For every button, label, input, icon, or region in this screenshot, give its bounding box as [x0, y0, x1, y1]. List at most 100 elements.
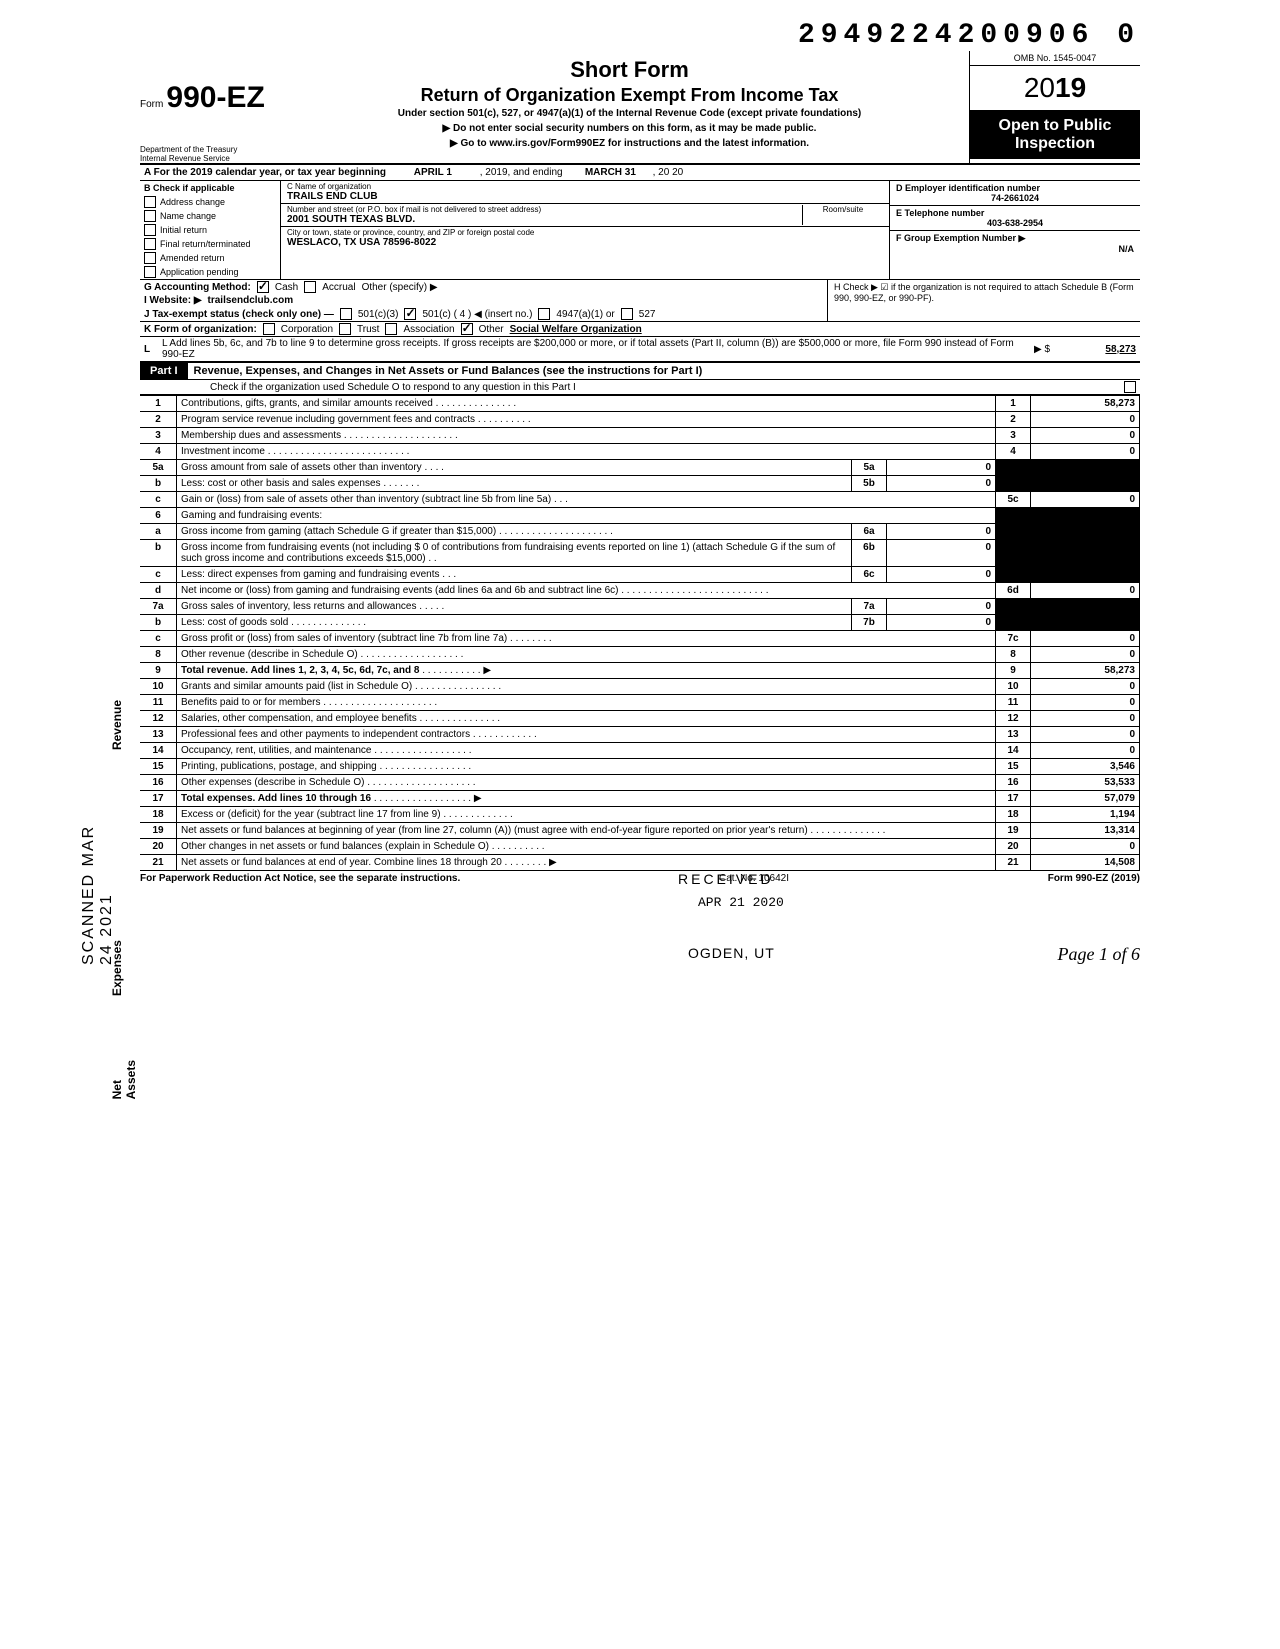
paperwork-notice: For Paperwork Reduction Act Notice, see …: [140, 873, 460, 884]
section-def: D Employer identification number 74-2661…: [890, 181, 1140, 279]
dept-treasury: Department of the Treasury Internal Reve…: [140, 145, 290, 163]
line-16-amount: 53,533: [1031, 775, 1140, 791]
check-cash[interactable]: [257, 281, 269, 293]
check-4947[interactable]: [538, 308, 550, 320]
line-a-suffix: , 20 20: [653, 167, 684, 178]
stamp-ogden: OGDEN, UT: [680, 940, 783, 968]
side-netassets: Net Assets: [110, 1060, 138, 1099]
part-1-header: Part I Revenue, Expenses, and Changes in…: [140, 362, 1140, 380]
line-l: L L Add lines 5b, 6c, and 7b to line 9 t…: [140, 337, 1140, 362]
line-11-amount: 0: [1031, 695, 1140, 711]
check-final-return[interactable]: Final return/terminated: [140, 237, 280, 251]
line-7c-amount: 0: [1031, 631, 1140, 647]
check-name-change[interactable]: Name change: [140, 209, 280, 223]
group-exemption-label: F Group Exemption Number ▶: [896, 233, 1134, 244]
street-address: 2001 SOUTH TEXAS BLVD.: [287, 214, 802, 225]
year-block: OMB No. 1545-0047 2019 Open to Public In…: [969, 51, 1140, 163]
revenue-table: 1Contributions, gifts, grants, and simil…: [140, 395, 1140, 871]
website-notice: ▶ Go to www.irs.gov/Form990EZ for instru…: [300, 138, 959, 149]
line-19-amount: 13,314: [1031, 823, 1140, 839]
k-label: K Form of organization:: [144, 324, 257, 335]
line-k: K Form of organization: Corporation Trus…: [140, 322, 1140, 337]
line-i: I Website: ▶ trailsendclub.com: [140, 294, 827, 307]
line-21-amount: 14,508: [1031, 855, 1140, 871]
j-label: J Tax-exempt status (check only one) —: [144, 309, 334, 320]
part-1-title: Revenue, Expenses, and Changes in Net As…: [188, 363, 709, 379]
line-13-amount: 0: [1031, 727, 1140, 743]
tax-year-begin: APRIL 1: [414, 167, 452, 178]
return-title: Return of Organization Exempt From Incom…: [300, 85, 959, 106]
line-8-amount: 0: [1031, 647, 1140, 663]
org-name: TRAILS END CLUB: [287, 191, 883, 202]
city-label: City or town, state or province, country…: [287, 228, 883, 237]
phone-label: E Telephone number: [896, 208, 1134, 218]
title-block: Short Form Return of Organization Exempt…: [290, 51, 969, 163]
form-number: 990-EZ: [166, 81, 264, 114]
side-revenue: Revenue: [110, 700, 124, 750]
line-a: A For the 2019 calendar year, or tax yea…: [140, 165, 1140, 181]
stamp-date: APR 21 2020: [690, 890, 792, 916]
form-word: Form: [140, 99, 163, 110]
l-value: 58,273: [1056, 344, 1136, 355]
line-5b-amount: 0: [887, 476, 996, 492]
line-h: H Check ▶ ☑ if the organization is not r…: [827, 280, 1140, 321]
line-6d-amount: 0: [1031, 583, 1140, 599]
line-15-amount: 3,546: [1031, 759, 1140, 775]
page-footer: For Paperwork Reduction Act Notice, see …: [140, 871, 1140, 884]
addr-label: Number and street (or P.O. box if mail i…: [287, 205, 802, 214]
section-b-header: B Check if applicable: [140, 181, 280, 195]
line-6b-amount: 0: [887, 540, 996, 567]
room-suite: Room/suite: [802, 205, 883, 225]
check-initial-return[interactable]: Initial return: [140, 223, 280, 237]
check-527[interactable]: [621, 308, 633, 320]
line-17-amount: 57,079: [1031, 791, 1140, 807]
check-corporation[interactable]: [263, 323, 275, 335]
tax-year: 2019: [970, 66, 1140, 111]
omb-number: OMB No. 1545-0047: [970, 51, 1140, 66]
part-1-label: Part I: [140, 363, 188, 379]
check-association[interactable]: [385, 323, 397, 335]
open-public-badge: Open to Public Inspection: [970, 111, 1140, 159]
check-address-change[interactable]: Address change: [140, 195, 280, 209]
line-5c-amount: 0: [1031, 492, 1140, 508]
ein-value: 74-2661024: [896, 193, 1134, 203]
org-name-label: C Name of organization: [287, 182, 883, 191]
line-10-amount: 0: [1031, 679, 1140, 695]
line-2-amount: 0: [1031, 412, 1140, 428]
tax-year-end: MARCH 31: [585, 167, 636, 178]
line-20-amount: 0: [1031, 839, 1140, 855]
subtitle: Under section 501(c), 527, or 4947(a)(1)…: [300, 108, 959, 119]
website-value: trailsendclub.com: [208, 295, 294, 306]
line-a-prefix: A For the 2019 calendar year, or tax yea…: [144, 167, 386, 178]
phone-value: 403-638-2954: [896, 218, 1134, 228]
check-accrual[interactable]: [304, 281, 316, 293]
section-c: C Name of organization TRAILS END CLUB N…: [281, 181, 890, 279]
line-g: G Accounting Method: Cash Accrual Other …: [140, 280, 827, 294]
check-schedule-o[interactable]: [1124, 381, 1136, 393]
group-exemption-value: N/A: [896, 244, 1134, 254]
city-state-zip: WESLACO, TX USA 78596-8022: [287, 237, 883, 248]
l-text: L Add lines 5b, 6c, and 7b to line 9 to …: [162, 338, 1028, 360]
line-5a-amount: 0: [887, 460, 996, 476]
check-501c[interactable]: [404, 308, 416, 320]
line-18-amount: 1,194: [1031, 807, 1140, 823]
line-4-amount: 0: [1031, 444, 1140, 460]
check-application-pending[interactable]: Application pending: [140, 265, 280, 279]
check-trust[interactable]: [339, 323, 351, 335]
g-label: G Accounting Method:: [144, 282, 251, 293]
line-7a-amount: 0: [887, 599, 996, 615]
line-1-amount: 58,273: [1031, 396, 1140, 412]
check-other-org[interactable]: [461, 323, 473, 335]
form-footer: Form 990-EZ (2019): [1048, 873, 1140, 884]
ssn-notice: ▶ Do not enter social security numbers o…: [300, 123, 959, 134]
short-form-title: Short Form: [300, 57, 959, 83]
check-amended-return[interactable]: Amended return: [140, 251, 280, 265]
line-12-amount: 0: [1031, 711, 1140, 727]
page-number: Page 1 of 6: [140, 944, 1140, 965]
line-6c-amount: 0: [887, 567, 996, 583]
ein-label: D Employer identification number: [896, 183, 1134, 193]
line-7b-amount: 0: [887, 615, 996, 631]
line-j: J Tax-exempt status (check only one) — 5…: [140, 307, 827, 321]
line-a-mid: , 2019, and ending: [480, 167, 563, 178]
check-501c3[interactable]: [340, 308, 352, 320]
